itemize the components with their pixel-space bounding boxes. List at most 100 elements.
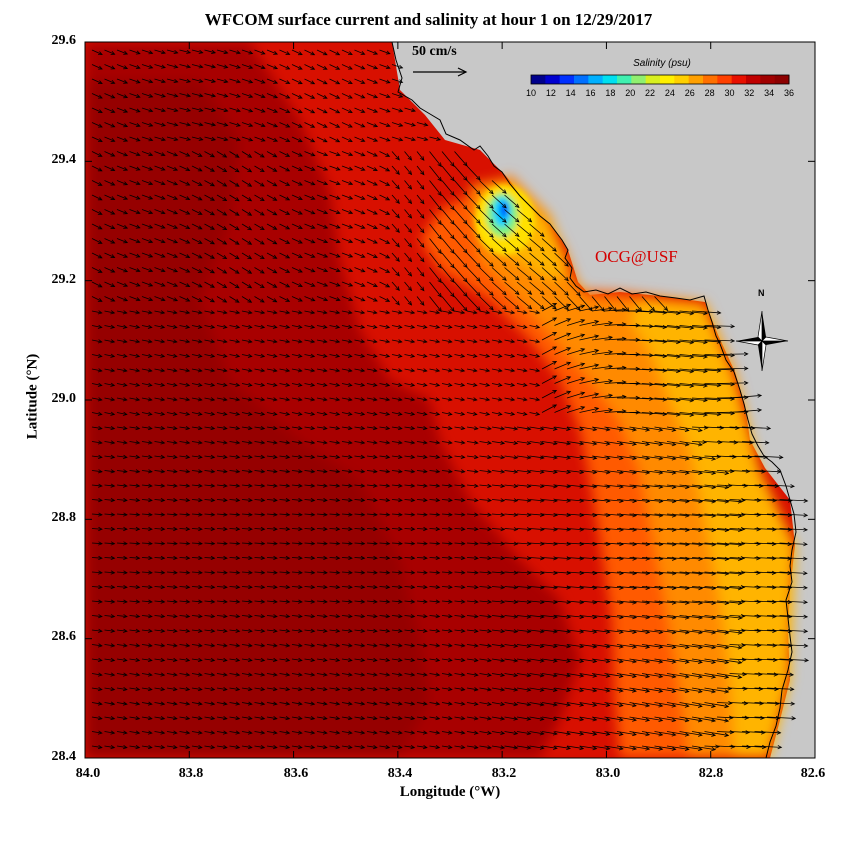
current-vector: [366, 310, 377, 314]
current-vector-head: [618, 746, 624, 751]
current-vector: [516, 368, 527, 372]
current-vector-head: [135, 628, 141, 633]
current-vector-head: [463, 263, 468, 269]
current-vector: [316, 629, 327, 632]
current-vector-head: [173, 239, 179, 244]
current-vector: [304, 194, 315, 200]
current-vector-head: [410, 526, 416, 532]
current-vector-head: [448, 512, 453, 517]
current-vector: [141, 64, 153, 69]
current-vector-head: [527, 290, 533, 295]
current-vector-head: [210, 599, 216, 604]
current-vector-head: [645, 644, 651, 649]
current-vector: [516, 383, 527, 386]
current-vector-head: [285, 570, 291, 575]
current-vector: [316, 702, 327, 705]
current-vector: [279, 455, 290, 458]
current-vector-head: [460, 744, 466, 750]
current-vector: [591, 322, 613, 326]
current-vector: [341, 310, 352, 314]
current-vector: [404, 745, 415, 748]
current-vector: [716, 542, 742, 546]
current-vector: [491, 238, 507, 252]
current-vector-head: [135, 512, 141, 517]
current-vector-head: [222, 339, 228, 344]
current-vector: [604, 381, 626, 384]
current-vector: [179, 238, 190, 244]
current-vector: [741, 586, 761, 588]
current-vector-head: [473, 454, 479, 460]
current-vector: [454, 513, 465, 516]
current-vector-head: [235, 483, 241, 488]
current-vector: [729, 528, 745, 530]
current-vector-head: [135, 397, 141, 402]
current-vector: [479, 441, 492, 444]
current-vector-head: [580, 304, 586, 309]
current-vector: [654, 557, 676, 560]
current-vector-head: [248, 570, 253, 575]
current-vector: [316, 223, 328, 229]
current-vector-head: [579, 426, 585, 432]
current-vector-head: [298, 283, 303, 288]
current-vector-head: [510, 382, 516, 387]
current-vector-head: [335, 297, 341, 302]
current-vector-head: [711, 718, 717, 723]
current-vector-head: [98, 614, 103, 619]
current-vector-head: [273, 123, 279, 128]
current-vector-head: [123, 239, 129, 244]
current-vector: [129, 325, 140, 328]
current-vector-head: [273, 614, 278, 619]
current-vector-head: [360, 498, 366, 503]
current-vector: [229, 687, 240, 691]
current-vector: [166, 78, 178, 83]
current-vector-head: [335, 555, 341, 561]
current-vector-head: [787, 570, 793, 576]
current-vector: [266, 586, 277, 588]
current-vector: [641, 600, 663, 604]
current-vector: [491, 731, 505, 734]
current-vector-head: [210, 382, 216, 387]
current-vector-head: [247, 298, 253, 303]
current-vector-head: [592, 731, 598, 736]
y-tick-label: 29.2: [51, 272, 77, 287]
current-vector: [366, 64, 378, 69]
current-vector: [366, 528, 378, 530]
current-vector: [154, 470, 165, 473]
current-vector-head: [222, 425, 228, 431]
current-vector-head: [684, 442, 690, 447]
current-vector-head: [110, 716, 116, 721]
current-vector-head: [135, 353, 141, 358]
current-vector: [529, 629, 544, 633]
current-vector-head: [385, 283, 391, 288]
current-vector: [204, 687, 215, 691]
current-vector-head: [122, 716, 128, 721]
current-vector: [654, 484, 676, 488]
current-vector: [654, 296, 668, 311]
current-vector-head: [335, 526, 341, 532]
current-vector: [354, 325, 365, 328]
current-vector: [141, 702, 152, 705]
current-vector: [341, 542, 353, 545]
current-vector-head: [222, 255, 228, 260]
current-vector-head: [448, 584, 453, 590]
current-vector-head: [297, 716, 303, 721]
current-vector: [191, 499, 202, 501]
current-vector: [304, 412, 315, 415]
current-vector-head: [397, 716, 403, 721]
current-vector-head: [185, 512, 191, 517]
current-vector-head: [410, 411, 416, 416]
current-vector: [454, 470, 465, 473]
current-vector: [229, 325, 240, 328]
current-vector-head: [123, 210, 129, 215]
current-vector: [491, 281, 507, 296]
current-vector-head: [310, 94, 316, 99]
current-vector-head: [173, 152, 179, 157]
current-vector-head: [373, 50, 379, 55]
current-vector: [529, 658, 544, 662]
current-vector: [741, 499, 761, 501]
current-vector-head: [310, 138, 316, 143]
current-vector: [191, 267, 203, 273]
current-vector-head: [658, 703, 664, 708]
current-vector: [504, 702, 518, 706]
current-vector: [691, 310, 721, 314]
